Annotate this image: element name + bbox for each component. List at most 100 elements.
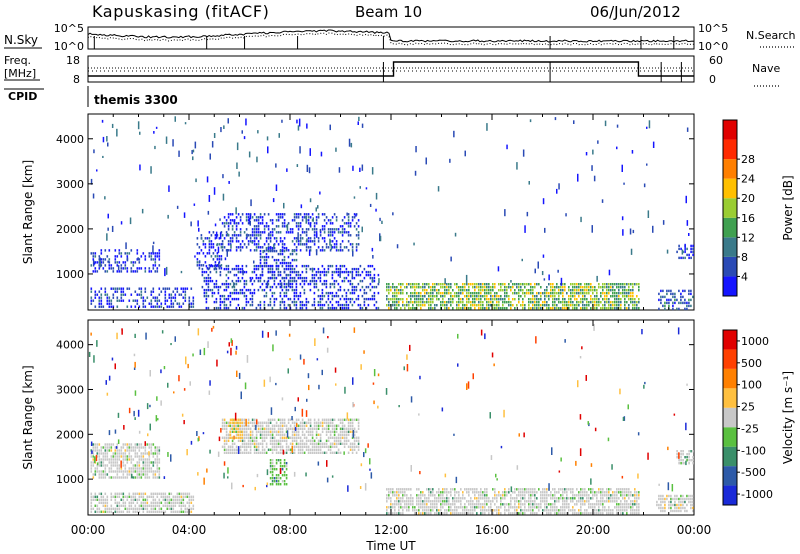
power-cell (576, 283, 578, 286)
velocity-cell (466, 506, 468, 509)
power-cell (313, 225, 316, 228)
power-cell (690, 292, 692, 296)
power-echo (137, 257, 139, 261)
velocity-cell (140, 473, 143, 476)
velocity-cell (608, 494, 610, 497)
power-cell (394, 295, 396, 298)
power-cell (349, 243, 352, 246)
velocity-cell (560, 509, 562, 512)
power-cell (426, 292, 428, 295)
velocity-cell (388, 488, 390, 491)
power-cell (492, 298, 494, 301)
velocity-cell (638, 503, 640, 506)
power-echo (209, 153, 211, 160)
velocity-cell (279, 421, 282, 424)
velocity-cell (283, 465, 286, 468)
power-echo (361, 164, 364, 171)
power-cell (388, 298, 390, 301)
power-cell (259, 264, 262, 268)
power-cell (440, 301, 442, 304)
power-cell (430, 301, 432, 304)
velocity-cell (618, 491, 620, 494)
power-cell (255, 228, 258, 231)
power-echo (648, 120, 651, 129)
power-cell (532, 307, 534, 310)
power-cell (144, 258, 147, 261)
power-cell (323, 267, 326, 271)
velocity-cell (243, 445, 246, 448)
power-cell (468, 301, 470, 304)
power-cell (174, 293, 177, 296)
velocity-cell (116, 464, 119, 467)
velocity-cell (283, 418, 286, 421)
power-cell (488, 289, 490, 292)
power-echo (296, 119, 298, 124)
velocity-cell (452, 503, 454, 506)
power-cell (279, 285, 282, 289)
velocity-cell (355, 430, 358, 433)
power-cell (209, 276, 212, 280)
velocity-cell (231, 436, 233, 439)
velocity-cell (229, 433, 231, 436)
velocity-cell (614, 491, 616, 494)
power-cell (257, 243, 260, 246)
power-cell (293, 297, 296, 301)
velocity-cell (347, 427, 350, 430)
velocity-cell (190, 510, 193, 513)
velocity-cell (588, 500, 590, 503)
power-cell (331, 282, 334, 286)
power-cell (259, 255, 262, 259)
velocity-cell (120, 467, 123, 470)
power-echo (153, 131, 155, 134)
power-cell (273, 291, 276, 295)
power-cell (396, 295, 398, 298)
velocity-cell (140, 458, 143, 461)
velocity-cell (357, 427, 360, 430)
velocity-cell (164, 495, 167, 498)
power-cell (414, 301, 416, 304)
power-cell (428, 304, 430, 307)
velocity-cell (514, 488, 516, 491)
power-cell (216, 258, 219, 261)
power-cell (283, 306, 286, 310)
velocity-cell (279, 418, 282, 421)
velocity-cell (586, 491, 588, 494)
velocity-cell (116, 473, 119, 476)
velocity-cell (142, 473, 145, 476)
velocity-cell (138, 464, 141, 467)
power-cell (512, 304, 514, 307)
power-echo (120, 221, 123, 225)
power-cell (552, 304, 554, 307)
velocity-cell (454, 497, 456, 500)
velocity-cell (516, 497, 518, 500)
power-cell (227, 240, 230, 243)
velocity-cell (178, 501, 181, 504)
power-echo (238, 171, 240, 177)
velocity-cell (590, 491, 592, 494)
velocity-cell (231, 451, 234, 454)
power-cell (184, 293, 187, 296)
velocity-cell (102, 473, 105, 476)
velocity-cell (556, 491, 558, 494)
power-echo (126, 257, 129, 262)
power-echo (168, 185, 170, 192)
velocity-cell (333, 442, 336, 445)
velocity-cell (146, 473, 149, 476)
velocity-cell (313, 451, 316, 454)
velocity-cell (265, 427, 268, 430)
power-cell (235, 216, 238, 219)
velocity-cell (90, 467, 93, 470)
power-cell (299, 213, 302, 216)
velocity-cell (154, 504, 157, 507)
power-echo (92, 193, 95, 199)
power-cell (424, 304, 426, 307)
power-cell (120, 299, 123, 302)
power-echo (213, 133, 216, 138)
power-cell (580, 292, 582, 295)
velocity-cell (136, 498, 139, 501)
power-echo (224, 257, 227, 261)
velocity-cell (231, 421, 233, 424)
velocity-cell (269, 471, 272, 474)
power-cell (582, 289, 584, 292)
power-cell (347, 222, 350, 225)
